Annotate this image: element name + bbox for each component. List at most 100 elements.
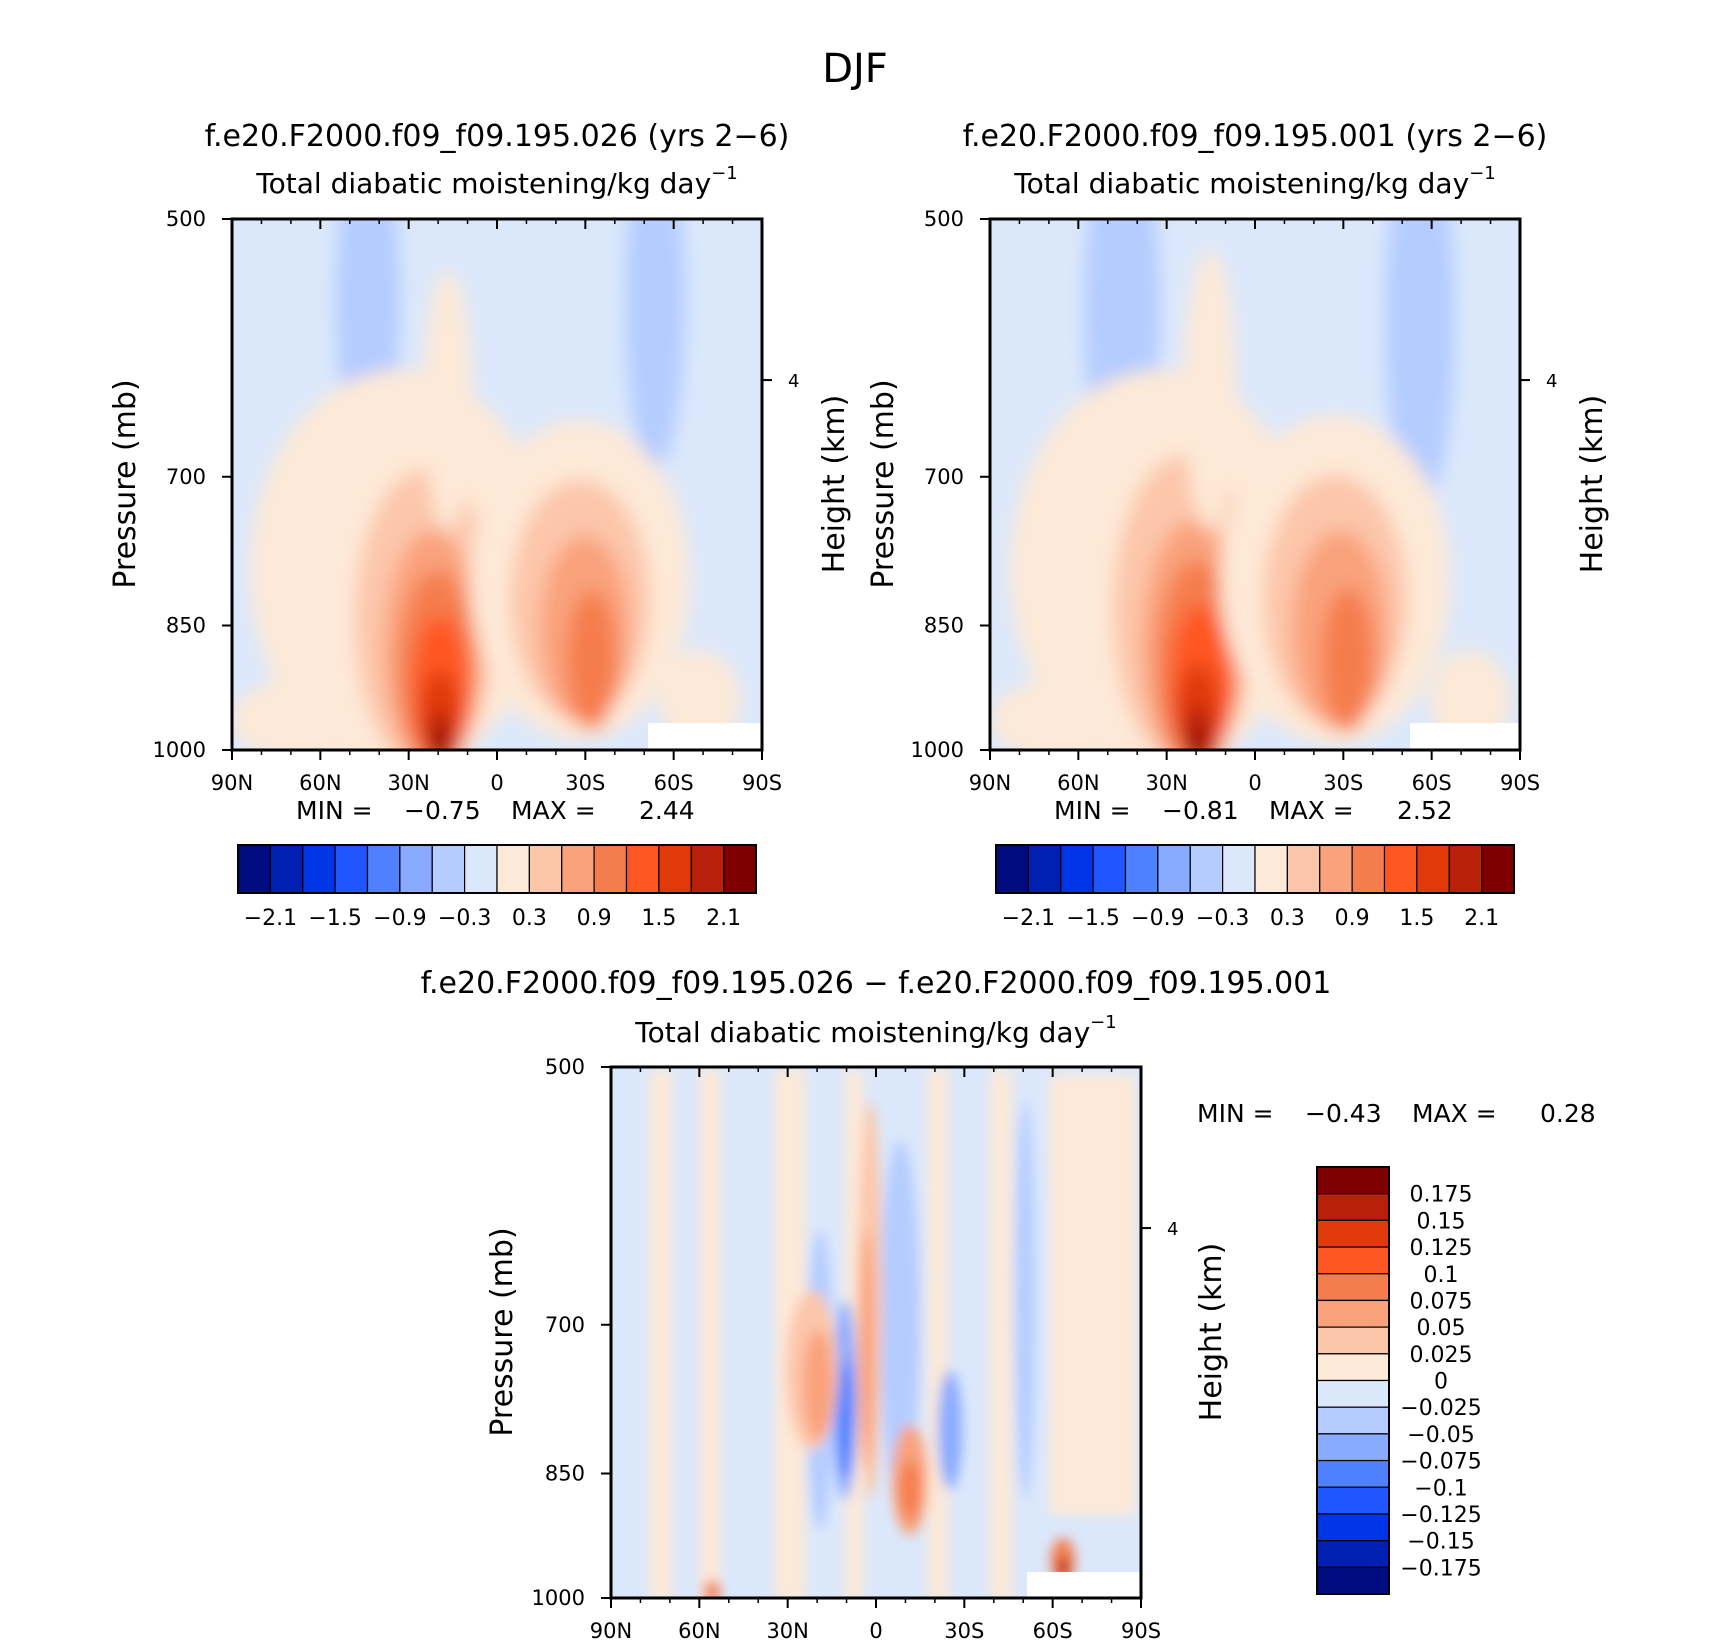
panel-b-colorbar: −2.1 −1.5 −0.9 −0.3 0.3 0.9 1.5 2.1 [995, 844, 1515, 931]
colorbar-label: 0.3 [512, 906, 547, 931]
panel-c-min-value: −0.43 [1305, 1099, 1382, 1128]
colorbar-frame [237, 844, 757, 894]
colorbar-label: −1.5 [1066, 906, 1119, 931]
colorbar-box [723, 844, 757, 894]
panel-c-min-label: MIN = [1197, 1099, 1274, 1128]
panel-b-mask [1410, 723, 1520, 750]
colorbar-box [1316, 1353, 1390, 1382]
x-tick-label: 60S [1033, 1619, 1073, 1642]
y-tick-label: 500 [924, 207, 964, 231]
panel-b-title: f.e20.F2000.f09_f09.195.001 (yrs 2−6) [963, 119, 1548, 154]
panel-b-blob-low-n [990, 680, 1130, 750]
x-tick-label: 90N [211, 771, 253, 795]
panel-b-yaxis: 500 700 850 1000 4 [911, 207, 1558, 762]
colorbar-box [1222, 844, 1256, 894]
panel-c-xaxis: 90N 60N 30N 0 30S 60S 90S [590, 1067, 1161, 1642]
colorbar-label: 2.1 [706, 906, 741, 931]
panel-b-max-value: 2.52 [1397, 796, 1453, 825]
panel-c-strip-6 [1050, 1075, 1135, 1515]
colorbar-label: −0.05 [1407, 1423, 1474, 1448]
panel-b-min-value: −0.81 [1162, 796, 1239, 825]
colorbar-box [302, 844, 336, 894]
colorbar-box [1316, 1459, 1390, 1488]
colorbar-box [1316, 1513, 1390, 1542]
panel-a-yaxis: 500 700 850 1000 4 [153, 207, 800, 762]
panel-c-heatmap [611, 1067, 1141, 1598]
colorbar-box [690, 844, 725, 894]
y-tick-label: 700 [545, 1313, 585, 1337]
colorbar-box [1316, 1379, 1390, 1408]
x-tick-label: 30S [944, 1619, 984, 1642]
colorbar-box [1316, 1326, 1390, 1355]
colorbar-box [1316, 1406, 1390, 1435]
panel-c-title: f.e20.F2000.f09_f09.195.026 − f.e20.F200… [421, 966, 1332, 1001]
panel-a-blob-neg-south [625, 219, 685, 470]
colorbar-label: 2.1 [1464, 906, 1499, 931]
panel-b-subtitle-text: Total diabatic moistening/kg day [1013, 167, 1469, 200]
colorbar-box [1316, 1246, 1390, 1275]
panel-a-max-value: 2.44 [639, 796, 695, 825]
colorbar-box [269, 844, 304, 894]
colorbar-box [1316, 1540, 1390, 1568]
colorbar-box [1319, 844, 1353, 894]
colorbar-box [1416, 844, 1450, 894]
x-tick-label: 90N [590, 1619, 632, 1642]
panel-c-blob-neg-5 [1015, 1100, 1035, 1500]
panel-c-blob-pos-5 [900, 1460, 920, 1520]
panel-a-title: f.e20.F2000.f09_f09.195.026 (yrs 2−6) [205, 119, 790, 154]
colorbar-label: −0.125 [1400, 1503, 1481, 1528]
y2-tick-label: 4 [1167, 1219, 1178, 1240]
colorbar-box [431, 844, 466, 894]
panel-a-subtitle-text: Total diabatic moistening/kg day [255, 167, 711, 200]
y-tick-label: 1000 [911, 738, 964, 762]
colorbar-label: −0.075 [1400, 1450, 1481, 1475]
panel-c-subtitle-text: Total diabatic moistening/kg day [634, 1016, 1090, 1049]
colorbar-box [1189, 844, 1224, 894]
x-tick-label: 0 [869, 1619, 882, 1642]
colorbar-box [1124, 844, 1159, 894]
colorbar-label: 0.05 [1417, 1316, 1466, 1341]
panel-c-strip-0 [650, 1070, 672, 1598]
panel-c-blob-neg-2 [838, 1360, 854, 1480]
x-tick-label: 30S [565, 771, 605, 795]
colorbar-box [1316, 1486, 1390, 1515]
x-tick-label: 90S [1500, 771, 1540, 795]
colorbar-label: −0.025 [1400, 1396, 1481, 1421]
panel-b-ylabel: Pressure (mb) [866, 379, 901, 588]
panel-c-blob-pos-3 [803, 1330, 833, 1440]
panel-c-minmax: MIN = −0.43 MAX = 0.28 [1197, 1099, 1596, 1128]
panel-b-xaxis: 90N 60N 30N 0 30S 60S 90S [969, 219, 1540, 795]
panel-c-mask [1027, 1572, 1141, 1598]
panel-c: f.e20.F2000.f09_f09.195.026 − f.e20.F200… [421, 966, 1596, 1642]
panel-a-colorbar: −2.1 −1.5 −0.9 −0.3 0.3 0.9 1.5 2.1 [237, 844, 757, 931]
panel-a-ylabel: Pressure (mb) [108, 379, 143, 588]
colorbar-box [1316, 1166, 1390, 1195]
x-tick-label: 90N [969, 771, 1011, 795]
panel-a-min-label: MIN = [296, 796, 373, 825]
y-tick-label: 700 [924, 465, 964, 489]
y-tick-label: 700 [166, 465, 206, 489]
colorbar-box [1060, 844, 1094, 894]
x-tick-label: 60N [678, 1619, 720, 1642]
panel-c-max-label: MAX = [1412, 1099, 1497, 1128]
colorbar-box [1448, 844, 1483, 894]
colorbar-box [366, 844, 401, 894]
panel-c-blob-pos-1 [858, 1230, 874, 1470]
colorbar-label: −1.5 [308, 906, 361, 931]
colorbar-box [1316, 1219, 1390, 1248]
panel-c-colorbar: 0.1750.150.1250.10.0750.050.0250−0.025−0… [1316, 1166, 1482, 1595]
x-tick-label: 60N [1057, 771, 1099, 795]
colorbar-box [399, 844, 433, 894]
panel-a-min-value: −0.75 [404, 796, 481, 825]
panel-b-subtitle-sup: −1 [1469, 163, 1496, 184]
colorbar-label: −2.1 [244, 906, 297, 931]
colorbar-box [1316, 1299, 1390, 1328]
panel-b-blob-nh-7 [1190, 730, 1206, 750]
colorbar-box [464, 844, 498, 894]
y-tick-label: 1000 [153, 738, 206, 762]
colorbar-frame [995, 844, 1515, 894]
colorbar-box [625, 844, 660, 894]
panel-c-strip-5 [990, 1070, 1012, 1598]
colorbar-box [1351, 844, 1386, 894]
x-tick-label: 90S [1121, 1619, 1161, 1642]
